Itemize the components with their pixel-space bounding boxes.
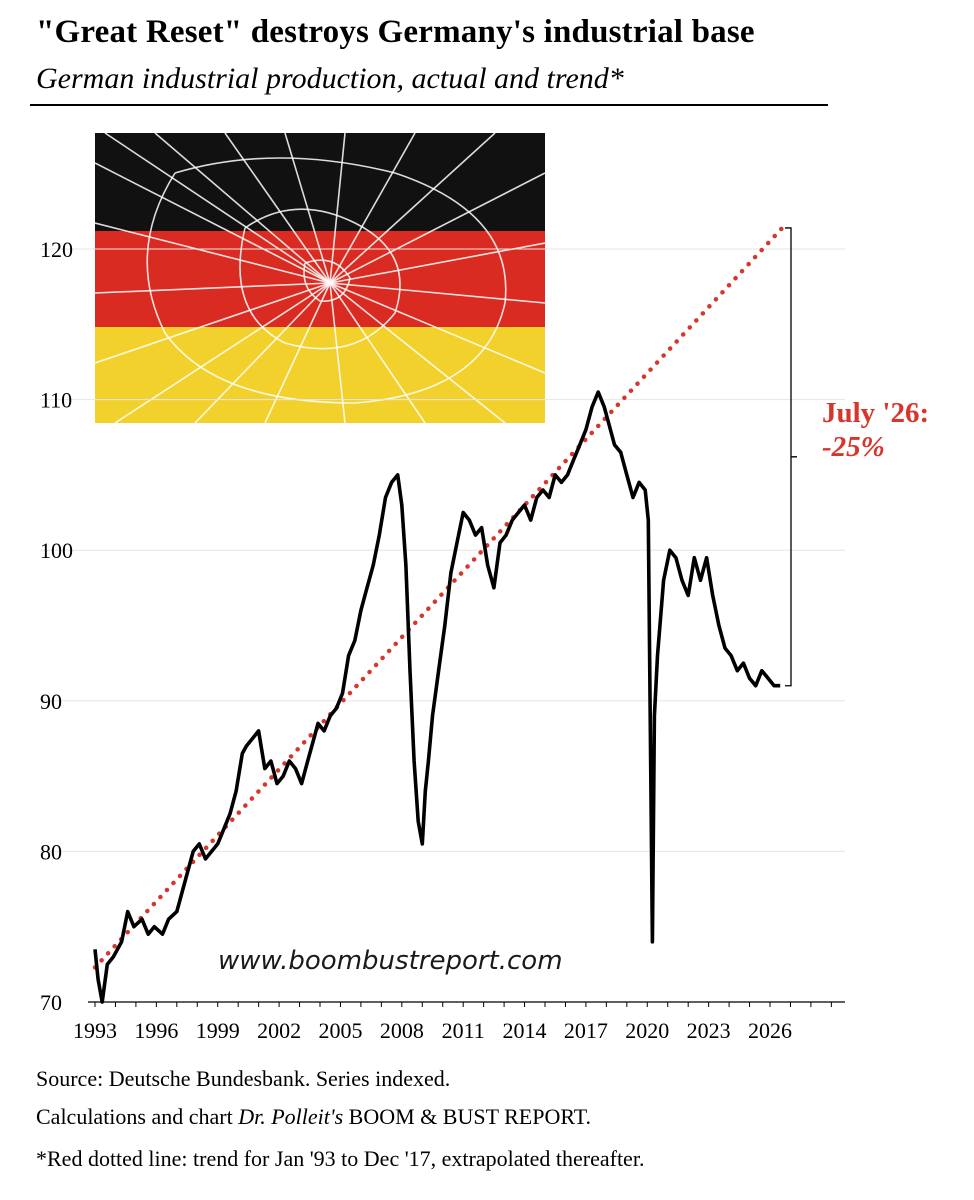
y-tick-label: 120 [40,237,73,262]
annotation-change: -25% [822,431,885,463]
title-divider [30,104,828,106]
x-tick-label: 1999 [196,1018,240,1043]
y-tick-label: 70 [40,990,62,1015]
gap-bracket [785,227,797,687]
footer-calc-prefix: Calculations and chart [36,1104,233,1129]
actual-line-series [93,390,781,1004]
annotation-date: July '26: [822,397,930,429]
chart-title: "Great Reset" destroys Germany's industr… [36,14,755,50]
x-tick-label: 1993 [73,1018,117,1043]
y-tick-label: 110 [40,388,72,413]
x-tick-label: 2002 [257,1018,301,1043]
watermark-url: www.boombustreport.com [218,946,563,976]
x-tick-label: 2026 [748,1018,792,1043]
footer-calculations: Calculations and chart Dr. Polleit's BOO… [36,1104,591,1130]
x-tick-label: 2011 [442,1018,485,1043]
chart-subtitle: German industrial production, actual and… [36,62,624,95]
x-tick-label: 2023 [687,1018,731,1043]
trend-gap-annotation: July '26: -25% [822,396,929,464]
footer-source: Source: Deutsche Bundesbank. Series inde… [36,1066,451,1091]
trend-line-series [92,225,785,970]
y-tick-label: 100 [40,538,73,563]
x-tick-label: 2005 [318,1018,362,1043]
x-tick-label: 1996 [134,1018,178,1043]
x-tick-label: 2014 [503,1018,547,1043]
x-tick-label: 2017 [564,1018,608,1043]
footer-calc-author: Dr. Polleit's [238,1104,344,1129]
shattered-flag-image [95,133,545,423]
y-tick-label: 80 [40,839,62,864]
footer-calc-suffix: BOOM & BUST REPORT. [348,1104,592,1129]
y-tick-label: 90 [40,689,62,714]
footer-note: *Red dotted line: trend for Jan '93 to D… [36,1146,645,1171]
glass-crack-icon [95,133,545,423]
flag-band-gold [95,327,545,423]
x-tick-label: 2008 [380,1018,424,1043]
x-tick-label: 2020 [625,1018,669,1043]
